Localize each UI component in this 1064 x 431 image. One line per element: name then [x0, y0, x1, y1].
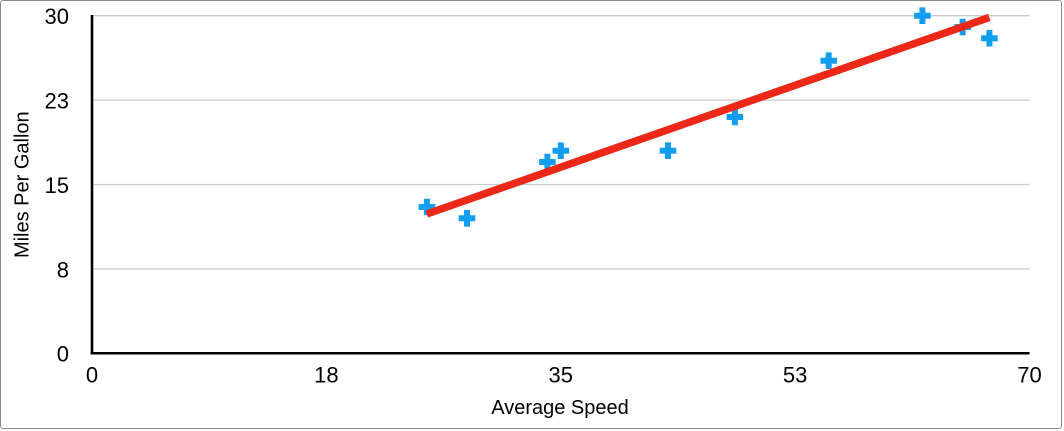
svg-text:Miles Per Gallon: Miles Per Gallon — [12, 111, 34, 258]
svg-text:15: 15 — [45, 173, 69, 198]
svg-text:0: 0 — [86, 363, 98, 388]
svg-text:70: 70 — [1017, 363, 1041, 388]
svg-text:35: 35 — [549, 363, 573, 388]
svg-text:23: 23 — [45, 89, 69, 114]
svg-text:30: 30 — [45, 4, 69, 29]
svg-text:53: 53 — [783, 363, 807, 388]
svg-text:0: 0 — [57, 342, 69, 367]
svg-text:Average Speed: Average Speed — [491, 397, 629, 419]
svg-text:8: 8 — [57, 257, 69, 282]
svg-text:18: 18 — [314, 363, 338, 388]
